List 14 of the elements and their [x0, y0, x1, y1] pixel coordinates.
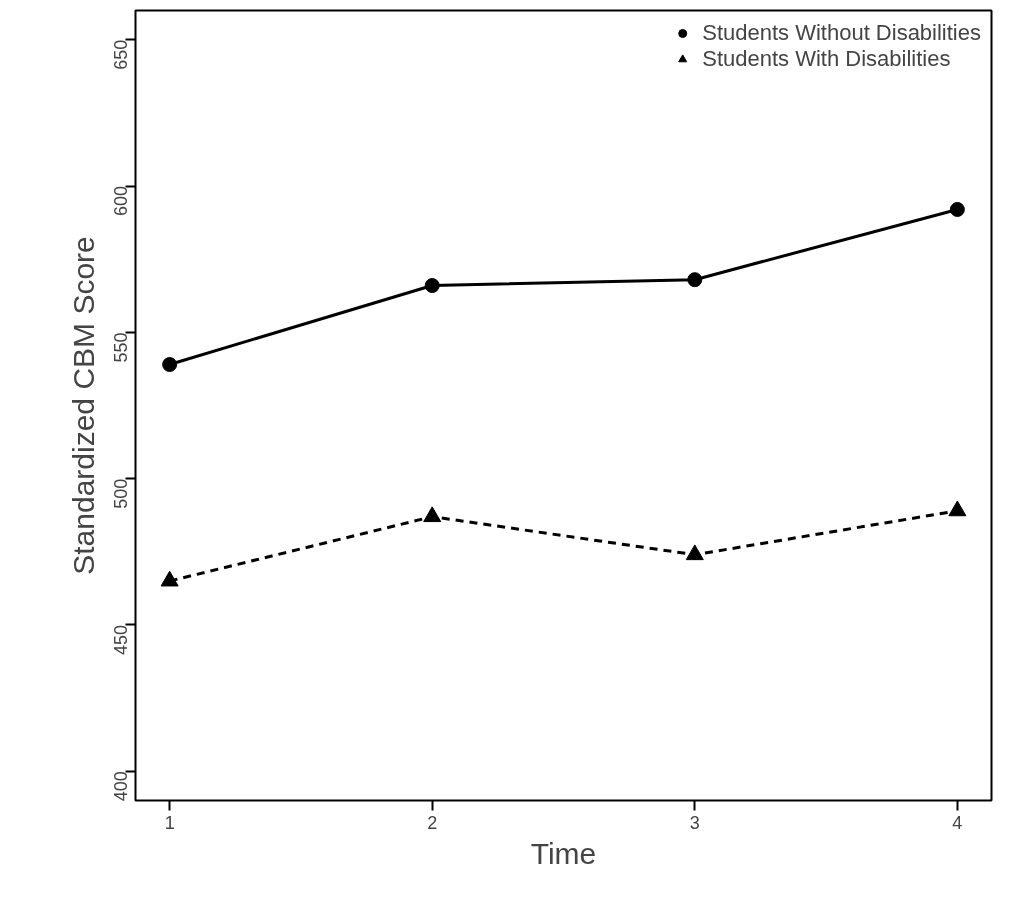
y-tick-label: 400 — [111, 771, 131, 802]
x-tick-label: 1 — [164, 812, 175, 833]
y-axis-title: Standardized CBM Score — [66, 236, 100, 575]
x-tick-label: 4 — [952, 812, 963, 833]
y-tick-label: 650 — [111, 39, 131, 70]
x-axis-title: Time — [530, 836, 597, 870]
y-tick-label: 600 — [111, 186, 131, 217]
y-tick-label: 450 — [111, 624, 131, 655]
y-tick-label: 550 — [111, 332, 131, 363]
x-tick-label: 2 — [427, 812, 438, 833]
legend-label: Students Without Disabilities — [702, 20, 981, 46]
y-tick-label: 500 — [111, 478, 131, 509]
legend-label: Students With Disabilities — [702, 46, 951, 72]
x-tick-label: 3 — [689, 812, 700, 833]
